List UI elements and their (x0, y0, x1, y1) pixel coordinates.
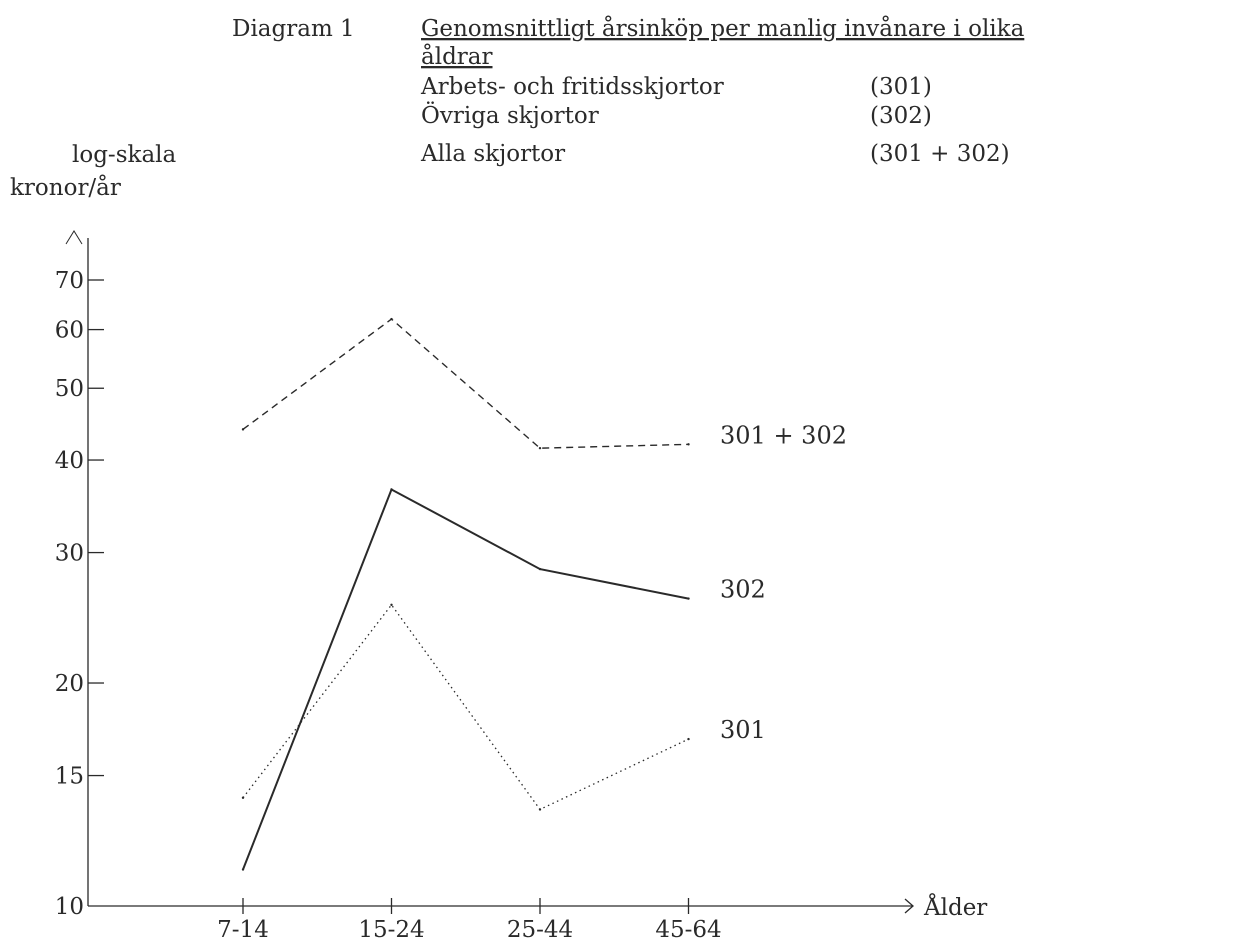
data-point-302 (241, 868, 245, 871)
series-label-301-302: 301 + 302 (720, 421, 847, 449)
header-row-all-name: Alla skjortor (420, 141, 565, 167)
y-tick-label: 50 (55, 376, 84, 402)
y-ticks: 10 15 20 30 40 50 60 70 (55, 268, 104, 920)
data-point-302 (390, 488, 393, 491)
x-tick-label: 25-44 (507, 917, 573, 941)
diagram-label: Diagram 1 (232, 16, 355, 42)
x-ticks: 7-14 15-24 25-44 45-64 (217, 898, 722, 941)
y-tick-label: 30 (55, 541, 84, 567)
data-point-301 (538, 808, 542, 811)
series-label-302: 302 (720, 576, 766, 604)
y-axis-label-scale: log-skala (72, 142, 177, 168)
data-point-302 (687, 597, 690, 600)
header-row-all-code: (301 + 302) (870, 141, 1010, 167)
data-point-301 (687, 737, 690, 741)
y-tick-label: 60 (55, 318, 84, 344)
header-row-301-code: (301) (870, 74, 932, 100)
chart-title-line-2: åldrar (421, 43, 493, 70)
header-row-302-name: Övriga skjortor (421, 102, 599, 129)
series-line-302 (242, 488, 689, 870)
y-tick-label: 40 (55, 448, 84, 474)
data-point-301 (241, 796, 245, 799)
data-point-301-302 (241, 428, 245, 431)
y-axis-label-unit: kronor/år (10, 174, 121, 201)
series-line-301-302 (242, 318, 689, 449)
data-point-301 (390, 603, 393, 607)
header-row-301-name: Arbets- och fritidsskjortor (420, 74, 724, 100)
y-tick-label: 20 (55, 671, 84, 697)
x-tick-label: 7-14 (217, 917, 269, 941)
x-axis-label: Ålder (923, 893, 987, 921)
series-lines (241, 317, 690, 871)
series-labels: 301 + 302 302 301 (720, 421, 847, 744)
data-point-301-302 (687, 443, 690, 446)
x-axis-arrow-icon (904, 898, 914, 914)
y-axis-arrow-icon (65, 230, 83, 245)
y-tick-label: 15 (55, 764, 84, 790)
data-point-301-302 (538, 446, 542, 450)
y-tick-label: 10 (55, 894, 84, 920)
x-tick-label: 45-64 (655, 917, 721, 941)
y-tick-label: 70 (55, 268, 84, 294)
data-point-301-302 (390, 317, 393, 321)
x-tick-label: 15-24 (358, 917, 424, 941)
data-point-302 (538, 567, 542, 571)
series-line-301 (242, 603, 689, 811)
header-row-302-code: (302) (870, 103, 932, 129)
chart-title-line-1: Genomsnittligt årsinköp per manlig invån… (421, 15, 1025, 42)
series-label-301: 301 (720, 716, 766, 744)
